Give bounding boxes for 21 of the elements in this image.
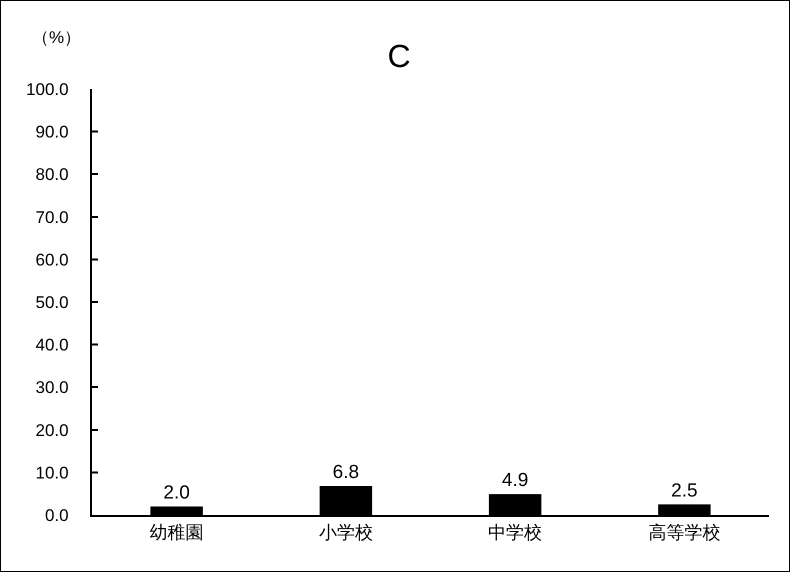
data-label: 4.9 <box>502 470 528 492</box>
x-tick-label: 幼稚園 <box>150 522 204 543</box>
y-tick-label: 100.0 <box>26 80 69 99</box>
y-tick-label: 0.0 <box>44 506 69 525</box>
y-tick-label: 20.0 <box>36 420 69 440</box>
y-axis-title: （%） <box>32 28 82 47</box>
y-tick-label: 90.0 <box>36 122 69 142</box>
y-tick-label: 80.0 <box>36 165 69 184</box>
x-tick-label: 中学校 <box>488 522 542 543</box>
y-tick-label: 50.0 <box>36 292 69 312</box>
x-tick-label: 小学校 <box>318 522 373 543</box>
y-tick-label: 30.0 <box>36 378 69 398</box>
chart-title: C <box>387 38 411 74</box>
data-label: 2.0 <box>163 482 190 504</box>
y-tick-label: 40.0 <box>36 336 69 355</box>
data-label: 2.5 <box>671 480 698 502</box>
y-tick-label: 60.0 <box>36 250 69 270</box>
y-tick-label: 70.0 <box>36 208 69 227</box>
x-tick-label: 高等学校 <box>648 522 720 543</box>
y-tick-label: 10.0 <box>36 463 69 482</box>
data-label: 6.8 <box>332 462 360 484</box>
